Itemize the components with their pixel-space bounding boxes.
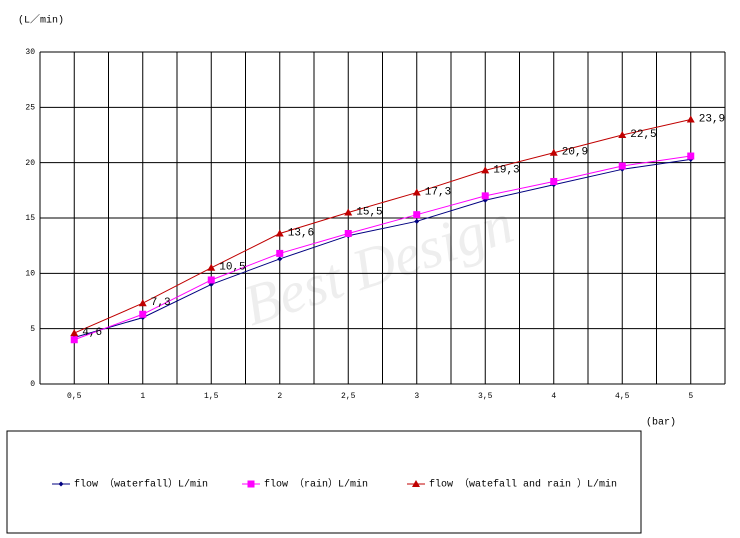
- marker: [412, 480, 420, 487]
- value-label: 15,5: [356, 206, 382, 218]
- marker: [277, 256, 283, 262]
- y-tick-label: 5: [30, 325, 35, 334]
- x-tick-label: 3,5: [478, 392, 493, 401]
- value-label: 20,9: [562, 147, 588, 159]
- y-tick-label: 25: [25, 103, 35, 112]
- series-line: [74, 119, 691, 334]
- marker: [70, 329, 79, 337]
- marker: [550, 177, 558, 185]
- marker: [276, 249, 284, 257]
- series-line: [74, 158, 691, 339]
- marker: [414, 218, 420, 224]
- marker: [481, 166, 490, 174]
- marker: [481, 192, 489, 200]
- y-tick-label: 30: [25, 48, 35, 57]
- value-label: 7,3: [151, 297, 171, 309]
- x-tick-label: 2: [277, 392, 282, 401]
- value-label: 13,6: [288, 227, 314, 239]
- x-tick-label: 5: [688, 392, 693, 401]
- y-unit-label: (L／min): [18, 14, 64, 27]
- series-line: [74, 155, 691, 341]
- x-tick-label: 4,5: [615, 392, 630, 401]
- marker: [686, 115, 695, 123]
- legend-box: [6, 430, 642, 534]
- y-tick-label: 20: [25, 159, 35, 168]
- marker: [618, 162, 626, 170]
- value-label: 19,3: [493, 164, 519, 176]
- marker: [412, 188, 421, 196]
- x-unit-label: (bar): [646, 417, 676, 429]
- marker: [58, 481, 64, 487]
- y-tick-label: 10: [25, 269, 35, 278]
- x-tick-label: 3: [414, 392, 419, 401]
- marker: [247, 480, 255, 488]
- x-tick-label: 4: [551, 392, 556, 401]
- marker: [413, 211, 421, 219]
- value-label: 10,5: [219, 262, 245, 274]
- marker: [207, 263, 216, 271]
- value-label: 22,5: [630, 129, 656, 141]
- x-tick-label: 1,5: [204, 392, 219, 401]
- marker: [344, 229, 352, 237]
- x-tick-label: 0,5: [67, 392, 82, 401]
- value-label: 4,6: [82, 327, 102, 339]
- marker: [687, 152, 695, 160]
- value-label: 23,9: [699, 113, 725, 125]
- x-tick-label: 1: [140, 392, 145, 401]
- legend-label: flow （watefall and rain ）L/min: [429, 478, 617, 491]
- marker: [70, 336, 78, 344]
- marker: [139, 310, 147, 318]
- value-label: 17,3: [425, 186, 451, 198]
- legend-label: flow （rain）L/min: [264, 478, 368, 491]
- y-tick-label: 0: [30, 380, 35, 389]
- marker: [207, 276, 215, 284]
- marker: [344, 208, 353, 216]
- marker: [549, 148, 558, 156]
- marker: [138, 299, 147, 307]
- marker: [275, 229, 284, 237]
- x-tick-label: 2,5: [341, 392, 356, 401]
- marker: [618, 131, 627, 138]
- legend-label: flow （waterfall）L/min: [74, 478, 208, 491]
- y-tick-label: 15: [25, 214, 35, 223]
